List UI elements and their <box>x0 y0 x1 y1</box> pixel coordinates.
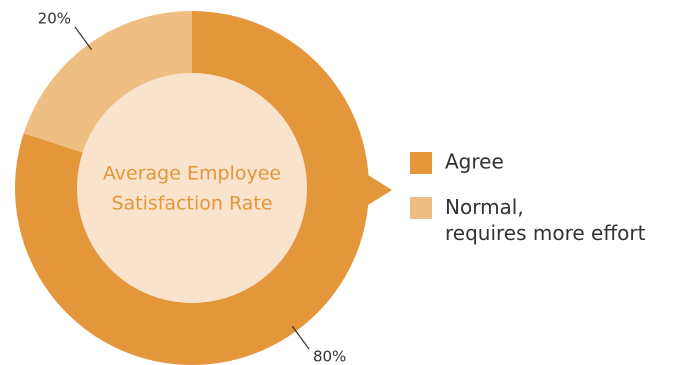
legend-label: Agree <box>445 150 504 174</box>
legend-label: Normal, requires more effort <box>445 195 646 245</box>
legend-swatch <box>410 152 432 174</box>
leader-line <box>74 26 92 51</box>
leader-line <box>292 325 310 350</box>
center-text: Average Employee <box>103 163 281 185</box>
center-text: Satisfaction Rate <box>111 193 272 215</box>
value-label: 20% <box>38 10 71 28</box>
value-label: 80% <box>313 347 346 365</box>
donut-center <box>77 73 307 303</box>
legend-swatch <box>410 197 432 219</box>
